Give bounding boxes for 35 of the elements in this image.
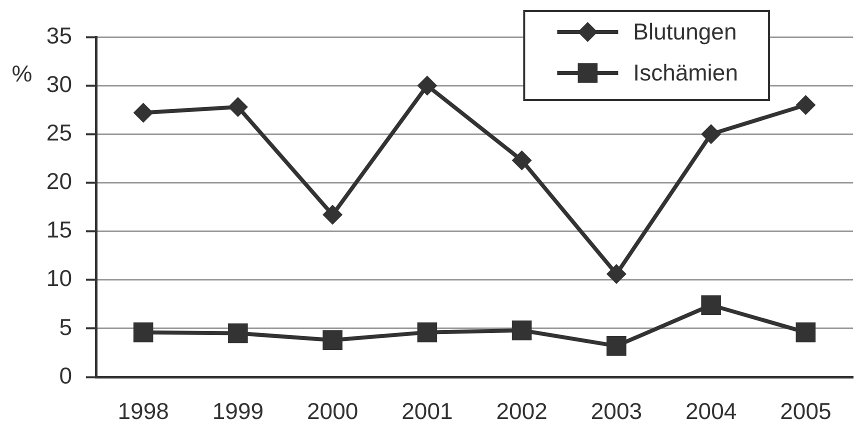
x-tick-label: 2001 [402,398,453,424]
point [417,76,438,96]
point [606,336,626,356]
point [796,322,816,342]
point [228,323,248,344]
x-tick-label: 2005 [780,398,832,424]
x-tick-label: 2003 [590,398,642,424]
y-tick-label: 5 [59,314,72,340]
point [796,95,816,115]
x-tick-label: 2000 [306,398,358,424]
y-tick-label: 10 [46,265,72,292]
point [701,124,722,144]
y-tick-label: 15 [46,216,72,243]
x-tick-label: 2004 [685,398,737,424]
legend-label: Blutungen [633,18,737,44]
y-tick-label: 0 [59,362,72,388]
point [512,150,532,170]
x-tick-label: 1998 [118,398,169,424]
point [228,96,248,117]
point [606,264,626,284]
point [322,204,343,225]
point [417,322,438,342]
y-axis-title: % [12,60,32,86]
y-tick-label: 20 [46,168,72,194]
legend-label: Ischämien [633,59,738,86]
point [133,322,154,342]
point [322,330,342,350]
y-tick-label: 35 [46,22,72,48]
x-tick-label: 1999 [212,398,264,424]
point [512,320,532,340]
point [701,295,721,316]
y-tick-label: 25 [46,119,72,146]
x-tick-label: 2002 [496,398,548,424]
y-tick-label: 30 [46,70,72,97]
point [133,102,154,123]
